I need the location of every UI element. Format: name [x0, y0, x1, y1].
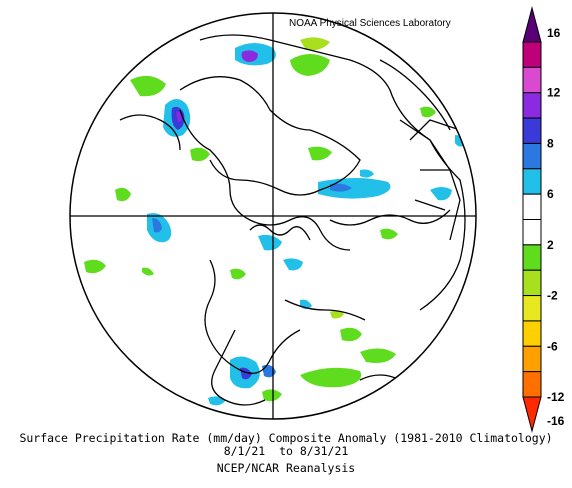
colorbar-bottom-arrow	[522, 396, 542, 433]
colorbar-tick-label: 6	[547, 187, 554, 201]
colorbar-tick-label: -16	[547, 414, 565, 428]
colorbar-segment	[522, 92, 542, 119]
colorbar: 16 12 8 6 2 -2 -6 -12 -16	[522, 6, 565, 433]
colorbar-tick-label: 16	[547, 26, 561, 40]
globe-border	[69, 12, 477, 420]
caption-source: NCEP/NCAR Reanalysis	[216, 461, 356, 475]
colorbar-segment	[522, 168, 542, 195]
colorbar-segment	[522, 320, 542, 347]
colorbar-tick-label: 8	[547, 136, 554, 150]
credit-text: NOAA Physical Sciences Laboratory	[289, 18, 451, 29]
colorbar-segment	[522, 117, 542, 144]
colorbar-tick-label: 2	[547, 238, 554, 252]
colorbar-top-arrow	[522, 6, 542, 43]
caption-title: Surface Precipitation Rate (mm/day) Comp…	[19, 431, 553, 445]
colorbar-tick-label: 12	[547, 86, 561, 100]
colorbar-tick-label: -12	[547, 390, 565, 404]
colorbar-segment	[522, 142, 542, 170]
caption-dates: 8/1/21 to 8/31/21	[223, 444, 349, 458]
colorbar-tick-label: -6	[547, 339, 558, 353]
colorbar-segment	[522, 244, 542, 271]
anomaly-field	[84, 34, 466, 406]
colorbar-segment	[522, 193, 542, 220]
colorbar-tick-label: -2	[547, 289, 558, 303]
colorbar-segment	[522, 345, 542, 373]
colorbar-segment	[522, 295, 542, 322]
colorbar-segment	[522, 66, 542, 94]
colorbar-segment	[522, 371, 542, 398]
dry-anomaly-patches	[84, 37, 436, 402]
colorbar-segment	[522, 269, 542, 297]
colorbar-segment	[522, 219, 542, 246]
colorbar-segment	[522, 41, 542, 68]
